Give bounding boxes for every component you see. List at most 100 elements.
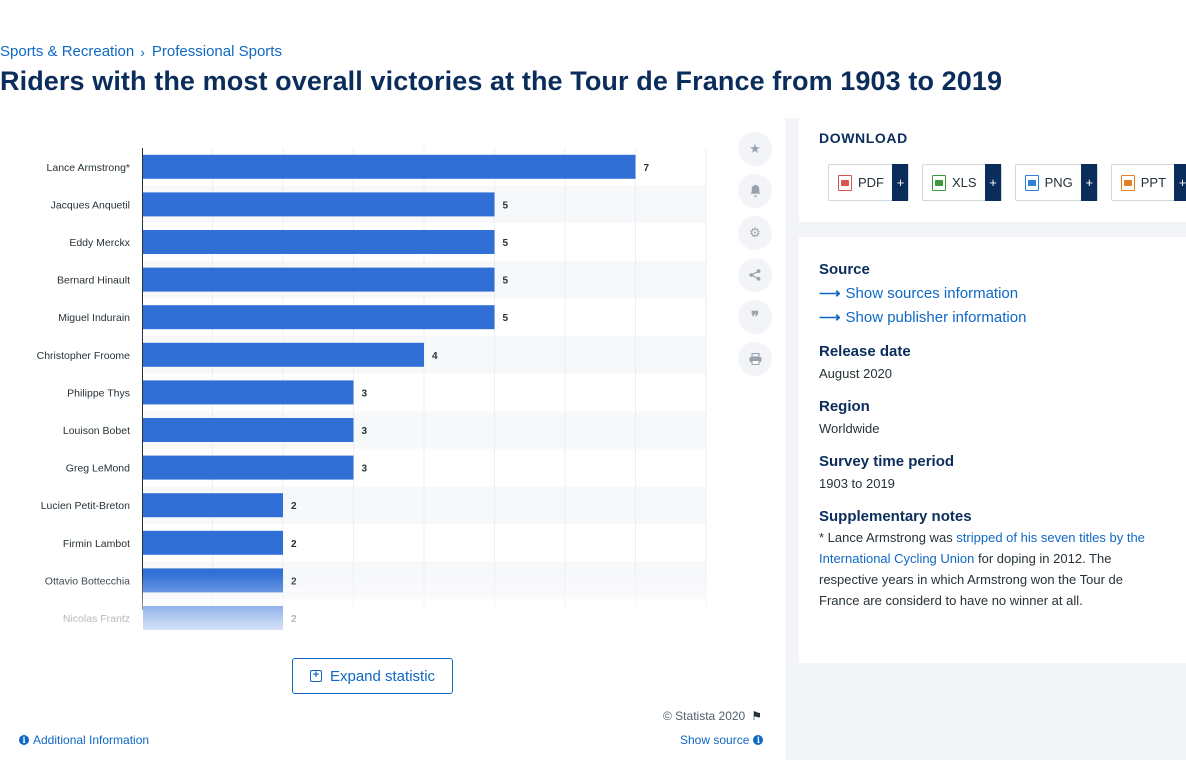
bar (143, 267, 495, 292)
release-date-value: August 2020 (819, 366, 893, 381)
print-button[interactable] (738, 342, 772, 376)
download-title: DOWNLOAD (819, 130, 908, 146)
header-background (0, 0, 1186, 118)
quote-icon: ❞ (750, 309, 760, 326)
download-pdf-label: PDF (858, 175, 884, 190)
bar (143, 305, 495, 330)
share-button[interactable] (738, 258, 772, 292)
bar (143, 418, 354, 442)
expand-statistic-button[interactable]: + Expand statistic (292, 658, 453, 694)
data-label: 2 (291, 501, 297, 512)
copyright: © Statista 2020 ⚑ (663, 709, 762, 723)
additional-information-link[interactable]: i Additional Information (19, 733, 149, 747)
download-png-label: PNG (1044, 175, 1073, 190)
download-ppt-button[interactable]: PPT + (1110, 164, 1186, 201)
bar (143, 380, 354, 405)
notification-button[interactable] (738, 174, 772, 208)
show-sources-link[interactable]: ⟶ Show sources information (819, 284, 1019, 303)
breadcrumb-separator: › (140, 43, 145, 60)
info-icon: i (753, 735, 764, 745)
category-label: Nicolas Frantz (63, 613, 130, 625)
data-label: 5 (503, 313, 509, 324)
data-label: 5 (503, 200, 509, 211)
bar (143, 530, 283, 555)
download-pdf-plus[interactable]: + (892, 164, 908, 201)
bar (143, 493, 283, 518)
survey-period-heading: Survey time period (819, 453, 955, 470)
category-label: Bernard Hinault (57, 275, 130, 287)
chart-card: 7 Lance Armstrong* 5 Jacques Anquetil 5 Eddy … (0, 118, 785, 760)
download-ppt-label: PPT (1140, 175, 1167, 190)
survey-period-value: 1903 to 2019 (819, 476, 895, 491)
download-pdf-button[interactable]: PDF + (828, 164, 909, 201)
region-value: Worldwide (819, 421, 880, 436)
show-source-label: Show source (680, 733, 750, 747)
notes-prefix: * Lance Armstrong was (819, 530, 957, 545)
bar (143, 342, 424, 367)
expand-icon: + (309, 670, 322, 682)
download-xls-plus[interactable]: + (984, 164, 1001, 201)
show-publisher-label: Show publisher information (845, 308, 1027, 326)
data-label: 4 (432, 351, 438, 362)
download-ppt-plus[interactable]: + (1174, 164, 1186, 201)
download-xls-button[interactable]: XLS + (922, 164, 1002, 201)
breadcrumb-link-sports-recreation[interactable]: Sports & Recreation (0, 43, 135, 60)
bar (143, 230, 495, 254)
source-heading: Source (819, 261, 870, 278)
notes-link[interactable]: stripped of his seven titles by the Inte… (819, 530, 1145, 566)
settings-button[interactable]: ⚙ (738, 216, 772, 250)
data-label: 5 (503, 276, 509, 287)
expand-statistic-label: Expand statistic (329, 667, 436, 685)
category-label: Greg LeMond (66, 463, 130, 475)
chart-area: 7 Lance Armstrong* 5 Jacques Anquetil 5 Eddy … (0, 138, 720, 633)
data-label: 2 (291, 539, 297, 550)
download-buttons: PDF + XLS + PNG + PPT + (828, 164, 1186, 201)
data-label: 2 (291, 576, 297, 587)
release-date-heading: Release date (819, 343, 911, 360)
star-icon: ★ (749, 141, 761, 156)
download-xls-label: XLS (952, 175, 977, 190)
chart-toolbar: ★ ⚙ ❞ (738, 132, 772, 384)
source-panel: Source ⟶ Show sources information ⟶ Show… (799, 237, 1186, 663)
download-png-button[interactable]: PNG + (1014, 164, 1098, 201)
arrow-right-icon: ⟶ (819, 309, 841, 326)
data-label: 3 (362, 388, 368, 399)
info-icon: i (19, 735, 29, 745)
category-label: Ottavio Bottecchia (45, 575, 130, 587)
bar (143, 154, 636, 179)
pdf-file-icon (838, 174, 852, 191)
share-icon (749, 269, 761, 281)
data-label: 2 (291, 614, 297, 625)
xls-file-icon (932, 174, 946, 191)
cite-button[interactable]: ❞ (738, 300, 772, 334)
copyright-text: © Statista 2020 (663, 709, 746, 723)
region-heading: Region (819, 398, 870, 415)
show-publisher-link[interactable]: ⟶ Show publisher information (819, 308, 1027, 327)
category-label: Lucien Petit-Breton (41, 500, 130, 512)
png-file-icon (1024, 174, 1039, 191)
print-icon (749, 353, 761, 365)
data-label: 7 (644, 163, 650, 174)
additional-information-label: Additional Information (33, 733, 150, 747)
flag-icon[interactable]: ⚑ (751, 709, 762, 723)
supplementary-notes-heading: Supplementary notes (819, 508, 972, 525)
category-label: Jacques Anquetil (51, 199, 130, 211)
gear-icon: ⚙ (749, 225, 761, 240)
bar-chart: 7 Lance Armstrong* 5 Jacques Anquetil 5 Eddy … (37, 148, 707, 630)
page-title: Riders with the most overall victories a… (0, 66, 1003, 96)
show-sources-label: Show sources information (845, 284, 1019, 302)
category-label: Philippe Thys (67, 387, 130, 399)
show-source-link[interactable]: Show source i (680, 733, 764, 747)
data-label: 3 (362, 464, 368, 475)
notes-suffix: for doping in 2012. The respective years… (819, 551, 1123, 608)
category-label: Christopher Froome (37, 350, 131, 362)
favorite-button[interactable]: ★ (738, 132, 772, 166)
category-label: Miguel Indurain (58, 312, 130, 324)
category-label: Louison Bobet (63, 425, 130, 437)
category-label: Eddy Merckx (69, 237, 130, 249)
bar (143, 455, 354, 480)
bar (143, 606, 283, 630)
breadcrumb-link-professional-sports[interactable]: Professional Sports (151, 43, 282, 60)
download-png-plus[interactable]: + (1080, 164, 1097, 201)
ppt-file-icon (1120, 174, 1135, 191)
